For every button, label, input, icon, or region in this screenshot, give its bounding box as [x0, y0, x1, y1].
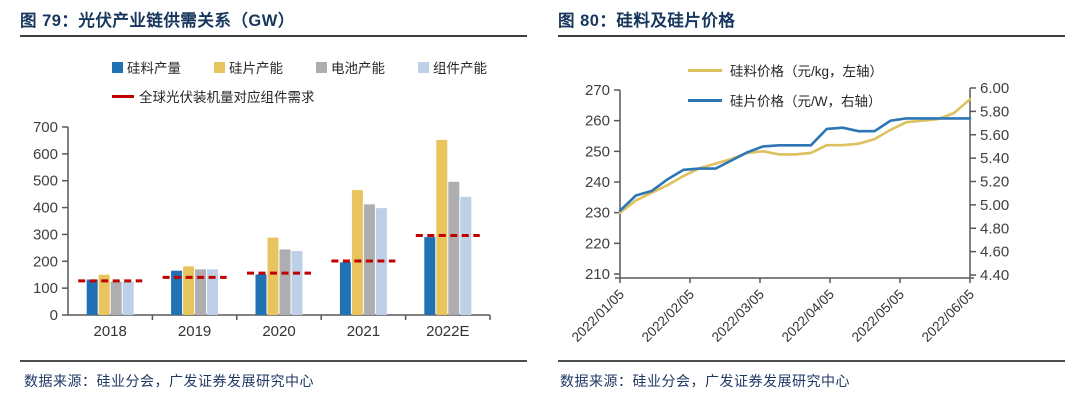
x-date-label: 2022/01/05: [569, 287, 627, 345]
bar-2021-1: [351, 190, 363, 315]
bar-2020-1: [267, 237, 279, 315]
figure-80-footer-divider: [558, 360, 1065, 362]
y-tick-label: 300: [33, 226, 58, 243]
left-y-tick-label: 230: [585, 205, 610, 222]
right-y-tick-label: 5.40: [980, 150, 1009, 167]
legend-label: 全球光伏装机量对应组件需求: [139, 90, 315, 105]
bar-2018-2: [110, 281, 122, 315]
figure-80-legend-row-2: 硅片价格（元/W，右轴）: [688, 90, 883, 110]
x-category-label: 2019: [178, 323, 211, 340]
x-date-label: 2022/06/05: [919, 287, 977, 345]
figure-80-title: 图 80：硅料及硅片价格: [558, 8, 1065, 37]
bar-2022E-2: [448, 181, 460, 315]
red-line-swatch-icon: [112, 94, 134, 98]
price-line-0: [618, 97, 972, 214]
left-y-tick-label: 210: [585, 266, 610, 283]
bar-2022E-1: [436, 139, 448, 315]
left-y-tick-label: 220: [585, 235, 610, 252]
right-y-tick-label: 4.80: [980, 220, 1009, 237]
figure-79-source: 数据来源：硅业分会，广发证券发展研究中心: [24, 373, 314, 389]
x-date-label: 2022/04/05: [779, 287, 837, 345]
right-y-tick-label: 5.00: [980, 197, 1009, 214]
line-swatch-icon: [688, 68, 722, 72]
figure-79-title: 图 79：光伏产业链供需关系（GW）: [20, 8, 527, 37]
y-tick-label: 700: [33, 119, 58, 136]
y-tick-label: 0: [50, 307, 58, 324]
left-y-tick-label: 250: [585, 143, 610, 160]
legend-label: 硅料价格（元/kg，左轴）: [730, 64, 884, 79]
legend-label: 硅料产量: [127, 61, 181, 76]
legend-item-3: 组件产能: [418, 57, 487, 77]
x-date-label: 2022/03/05: [709, 287, 767, 345]
bar-2018-1: [98, 274, 110, 315]
bar-2019-1: [183, 266, 195, 315]
legend-swatch-icon: [214, 61, 225, 73]
y-tick-label: 400: [33, 200, 58, 217]
right-y-tick-label: 5.20: [980, 174, 1009, 191]
left-y-tick-label: 240: [585, 174, 610, 191]
bar-2022E-0: [424, 237, 436, 315]
x-category-label: 2020: [262, 323, 295, 340]
legend-label: 硅片价格（元/W，右轴）: [730, 94, 882, 109]
x-date-label: 2022/05/05: [849, 287, 907, 345]
figure-79-legend-row-2: 全球光伏装机量对应组件需求: [112, 86, 520, 106]
figure-79-legend: 硅料产量 硅片产能 电池产能 组件产能全球光伏装机量对应组件需求: [112, 57, 520, 106]
x-date-label: 2022/02/05: [639, 287, 697, 345]
bar-2020-0: [255, 274, 267, 315]
bar-2019-0: [171, 270, 183, 315]
y-tick-label: 500: [33, 173, 58, 190]
bar-2019-3: [207, 269, 219, 315]
line-swatch-icon: [688, 98, 722, 102]
x-category-label: 2022E: [426, 323, 469, 340]
bar-2019-2: [195, 269, 207, 315]
price-line-1: [618, 117, 972, 212]
legend-swatch-icon: [418, 61, 429, 73]
legend-label: 组件产能: [433, 61, 487, 76]
legend-label: 硅片产能: [229, 61, 283, 76]
y-tick-label: 600: [33, 146, 58, 163]
bar-2020-3: [291, 251, 303, 315]
legend-label: 电池产能: [331, 61, 385, 76]
figure-79-plot: 0 100 200 300 400 500 600 700 2018 2019 2020 2021 20…: [33, 119, 491, 340]
legend-item-2: 电池产能: [316, 57, 385, 77]
figure-80-legend: 硅料价格（元/kg，左轴） 硅片价格（元/W，右轴）: [688, 60, 883, 120]
figure-79-bar-chart: 0 100 200 300 400 500 600 700 2018 2019 2020 2021 20…: [33, 119, 491, 340]
right-y-tick-label: 5.80: [980, 103, 1009, 120]
right-y-tick-label: 5.60: [980, 127, 1009, 144]
right-y-tick-label: 4.60: [980, 244, 1009, 261]
bar-2018-0: [86, 279, 98, 315]
y-tick-label: 200: [33, 253, 58, 270]
right-y-tick-label: 6.00: [980, 80, 1009, 97]
legend-swatch-icon: [316, 61, 327, 73]
bar-2020-2: [279, 249, 291, 315]
bar-2022E-3: [460, 196, 472, 315]
figure-80-plot: 210 220 230 240 250 260 270 4.40 4.60 4.80 5.00 5.2…: [569, 80, 1009, 345]
figure-80-legend-row-1: 硅料价格（元/kg，左轴）: [688, 60, 883, 80]
right-y-tick-label: 4.40: [980, 267, 1009, 284]
x-category-label: 2021: [347, 323, 380, 340]
figure-79-legend-row-1: 硅料产量 硅片产能 电池产能 组件产能: [112, 57, 520, 77]
figure-80-source: 数据来源：硅业分会，广发证券发展研究中心: [560, 373, 850, 389]
legend-swatch-icon: [112, 61, 123, 73]
bar-2021-0: [339, 262, 351, 315]
figure-79-footer-divider: [20, 360, 527, 362]
x-category-label: 2018: [94, 323, 127, 340]
left-y-tick-label: 260: [585, 113, 610, 130]
legend-item-0: 硅料产量: [112, 57, 181, 77]
bar-2018-3: [122, 281, 134, 315]
left-y-tick-label: 270: [585, 82, 610, 99]
figure-80-line-chart: 210 220 230 240 250 260 270 4.40 4.60 4.80 5.00 5.2…: [569, 80, 1009, 345]
legend-item-1: 硅片产能: [214, 57, 283, 77]
y-tick-label: 100: [33, 280, 58, 297]
